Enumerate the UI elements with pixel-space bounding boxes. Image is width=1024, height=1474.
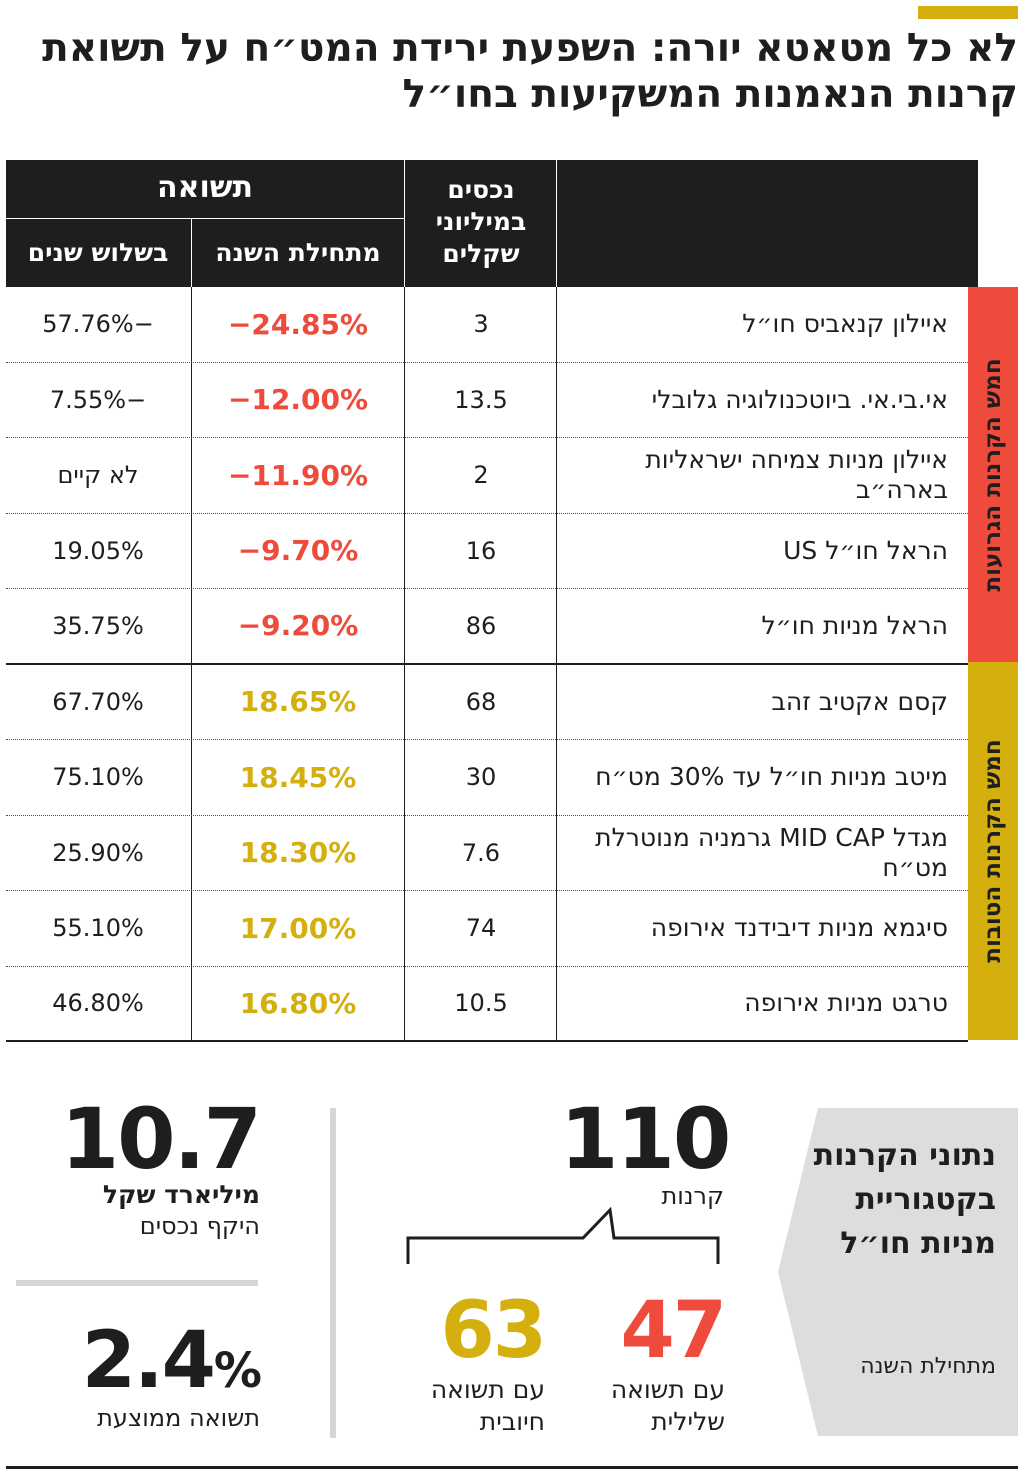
fund-three-year-return: −57.76%	[42, 310, 154, 339]
group-band-negative: חמש הקרנות הגרועות	[968, 287, 1018, 662]
fund-ytd-return: 18.65%	[239, 685, 357, 719]
table-header: תשואה נכסים במיליוני שקלים מתחילת השנה ב…	[6, 160, 978, 287]
fund-three-year-return: 67.70%	[52, 687, 144, 716]
fund-assets: 2	[473, 461, 489, 490]
category-info-box: נתוני הקרנות בקטגוריית מניות חו״ל מתחילת…	[778, 1108, 1018, 1436]
header-three-year: בשלוש שנים	[27, 238, 169, 267]
fund-assets: 3	[473, 310, 489, 339]
fund-three-year-return: 46.80%	[52, 989, 144, 1018]
fund-name: אי.בי.אי. ביוטכנולוגיה גלובלי	[651, 384, 948, 414]
table-row: טרגט מניות אירופה 10.5 16.80% 46.80%	[6, 967, 968, 1042]
negative-count-label: עם תשואה שלילית	[610, 1375, 725, 1436]
table-row: מיטב מניות חו״ל עד 30% מט״ח 30 18.45% 75…	[6, 740, 968, 816]
fund-three-year-return: 25.90%	[52, 838, 144, 867]
header-col-divider	[191, 218, 192, 287]
fund-name: הראל חו״ל US	[783, 535, 948, 565]
fund-assets: 74	[465, 914, 497, 943]
fund-name: איילון מניות צמיחה ישראליות בארה״ב	[645, 445, 948, 505]
total-funds-value: 110	[560, 1090, 731, 1188]
fund-name: איילון קנאביס חו״ל	[742, 309, 948, 339]
info-box-subtitle: מתחילת השנה	[860, 1354, 996, 1379]
fund-ytd-return: 17.00%	[239, 911, 357, 945]
avg-return-percent: %	[213, 1343, 262, 1399]
fund-assets: 13.5	[454, 385, 508, 414]
aum-unit: מיליארד שקל	[102, 1180, 260, 1209]
fund-three-year-return: לא קיים	[57, 461, 139, 490]
fund-assets: 30	[465, 763, 497, 792]
table-row: הראל מניות חו״ל 86 −9.20% 35.75%	[6, 589, 968, 665]
headline: לא כל מטאטא יורה: השפעת ירידת המט״ח על ת…	[42, 26, 1018, 117]
fund-name: טרגט מניות אירופה	[744, 988, 948, 1018]
table-row: אי.בי.אי. ביוטכנולוגיה גלובלי 13.5 −12.0…	[6, 363, 968, 438]
fund-ytd-return: 18.45%	[239, 760, 357, 794]
aum-label: היקף נכסים	[139, 1212, 260, 1240]
table-row: איילון מניות צמיחה ישראליות בארה״ב 2 −11…	[6, 438, 968, 514]
aum-value: 10.7	[60, 1090, 262, 1188]
fund-ytd-return: −11.90%	[227, 458, 369, 492]
header-col-divider	[404, 160, 405, 287]
fund-ytd-return: 18.30%	[239, 836, 357, 870]
header-assets: נכסים במיליוני שקלים	[435, 175, 527, 268]
table-row: איילון קנאביס חו״ל 3 −24.85% −57.76%	[6, 287, 968, 363]
header-ytd: מתחילת השנה	[215, 238, 381, 267]
info-box-title: נתוני הקרנות בקטגוריית מניות חו״ל	[813, 1138, 996, 1261]
fund-ytd-return: −24.85%	[227, 307, 369, 341]
positive-count-value: 63	[440, 1286, 547, 1376]
header-col-divider	[556, 160, 557, 287]
stats-divider	[330, 1108, 336, 1438]
fund-ytd-return: 16.80%	[239, 986, 357, 1020]
group-label-negative: חמש הקרנות הגרועות	[980, 357, 1006, 592]
positive-count-label: עם תשואה חיובית	[430, 1375, 545, 1436]
table-row: הראל חו״ל US 16 −9.70% 19.05%	[6, 514, 968, 589]
avg-return-number: 2.4	[81, 1316, 216, 1406]
fund-three-year-return: 55.10%	[52, 914, 144, 943]
fund-assets: 16	[465, 536, 497, 565]
negative-count-value: 47	[620, 1286, 727, 1376]
fund-ytd-return: −12.00%	[227, 383, 369, 417]
fund-three-year-return: −7.55%	[49, 385, 147, 414]
fund-assets: 86	[465, 611, 497, 640]
table-row: סיגמא מניות דיבידנד אירופה 74 17.00% 55.…	[6, 891, 968, 967]
group-band-positive: חמש הקרנות הטובות	[968, 662, 1018, 1040]
header-return: תשואה	[157, 170, 253, 205]
fund-three-year-return: 75.10%	[52, 763, 144, 792]
fund-name: סיגמא מניות דיבידנד אירופה	[650, 913, 948, 943]
fund-assets: 10.5	[454, 989, 508, 1018]
total-funds-label: קרנות	[661, 1182, 725, 1210]
group-label-positive: חמש הקרנות הטובות	[980, 739, 1006, 963]
fund-ytd-return: −9.70%	[237, 534, 359, 568]
fund-name: קסם אקטיב זהב	[771, 686, 948, 716]
table-body: איילון קנאביס חו״ל 3 −24.85% −57.76% אי.…	[6, 287, 968, 1042]
split-bracket	[406, 1206, 720, 1264]
fund-ytd-return: −9.20%	[237, 609, 359, 643]
funds-table: תשואה נכסים במיליוני שקלים מתחילת השנה ב…	[6, 160, 1018, 1042]
fund-name: מיטב מניות חו״ל עד 30% מט״ח	[595, 762, 948, 792]
avg-return-label: תשואה ממוצעת	[97, 1404, 260, 1432]
avg-return-value: 2.4%	[40, 1316, 262, 1406]
header-divider	[6, 218, 404, 219]
table-row: מגדל MID CAP גרמניה מנוטרלת מט״ח 7.6 18.…	[6, 816, 968, 891]
stats-divider	[16, 1280, 258, 1286]
fund-three-year-return: 35.75%	[52, 611, 144, 640]
info-box-shape	[778, 1108, 1018, 1436]
fund-assets: 68	[465, 687, 497, 716]
bottom-rule	[6, 1466, 1018, 1469]
fund-name: הראל מניות חו״ל	[761, 610, 948, 640]
accent-bar	[918, 6, 1018, 19]
fund-three-year-return: 19.05%	[52, 536, 144, 565]
fund-name: מגדל MID CAP גרמניה מנוטרלת מט״ח	[595, 822, 948, 882]
table-row: קסם אקטיב זהב 68 18.65% 67.70%	[6, 665, 968, 740]
fund-assets: 7.6	[461, 838, 501, 867]
